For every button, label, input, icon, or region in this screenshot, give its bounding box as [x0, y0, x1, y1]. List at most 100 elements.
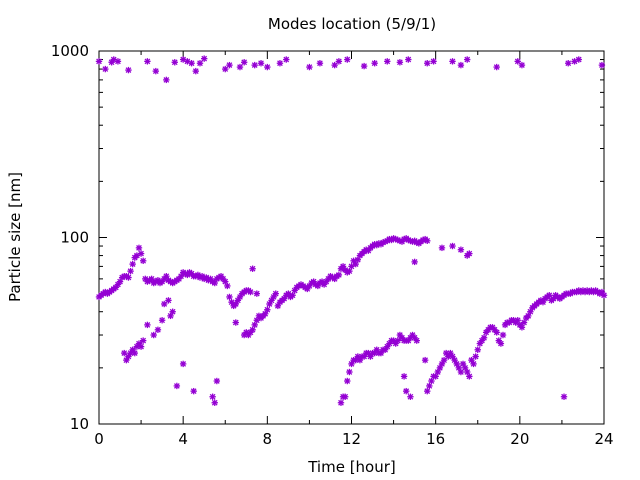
data-point	[102, 65, 109, 73]
data-point	[114, 58, 122, 65]
y-tick-label: 10	[70, 415, 89, 433]
data-point	[335, 271, 343, 279]
data-point	[449, 58, 456, 65]
data-point	[129, 260, 136, 268]
data-point	[209, 393, 216, 400]
data-point	[438, 244, 446, 252]
data-point	[190, 387, 197, 395]
data-point	[316, 60, 324, 67]
data-point	[384, 58, 391, 65]
data-point	[600, 292, 608, 299]
y-axis-label: Particle size [nm]	[6, 172, 24, 302]
data-point	[158, 317, 166, 324]
data-point	[464, 56, 471, 63]
data-point	[337, 399, 345, 406]
data-point	[127, 267, 134, 275]
data-point	[457, 246, 465, 253]
data-point	[407, 393, 414, 400]
data-point	[495, 337, 502, 344]
data-point	[411, 258, 418, 266]
data-point	[493, 329, 500, 336]
data-point	[457, 368, 465, 376]
data-point	[247, 288, 254, 296]
x-axis-ticks: 0 4 8 12 16 20 24	[94, 51, 614, 448]
data-point	[240, 59, 248, 66]
data-point	[335, 58, 343, 65]
data-point	[348, 263, 355, 270]
data-point	[264, 306, 271, 313]
data-point	[426, 382, 433, 390]
data-point	[371, 60, 378, 67]
data-point	[264, 63, 271, 71]
data-point	[449, 242, 456, 250]
data-point	[253, 290, 261, 297]
plot-frame	[98, 50, 605, 425]
data-point	[173, 382, 181, 390]
data-point	[497, 340, 505, 347]
data-point	[285, 290, 292, 297]
data-point	[598, 61, 606, 69]
data-point	[224, 282, 231, 290]
x-axis-label: Time [hour]	[307, 458, 396, 476]
data-point	[310, 278, 317, 285]
data-point	[480, 334, 488, 341]
data-point	[493, 63, 500, 71]
data-point	[165, 297, 172, 304]
data-point	[424, 237, 431, 245]
x-tick-label: 20	[510, 430, 529, 448]
data-point	[236, 63, 244, 71]
data-point	[466, 250, 473, 257]
data-point	[394, 337, 401, 344]
data-point	[575, 56, 582, 63]
data-point	[226, 61, 233, 69]
data-point	[466, 373, 473, 380]
x-tick-label: 4	[178, 430, 188, 448]
data-point	[470, 360, 477, 368]
data-point	[131, 349, 138, 357]
chart-title: Modes location (5/9/1)	[268, 15, 436, 33]
data-point	[344, 56, 351, 63]
data-point	[137, 343, 145, 350]
data-point	[430, 58, 437, 65]
data-point	[249, 265, 256, 272]
data-point	[135, 244, 143, 252]
x-tick-label: 16	[426, 430, 445, 448]
data-points	[95, 55, 608, 406]
data-point	[474, 346, 481, 353]
data-point	[144, 321, 151, 329]
data-point	[129, 346, 136, 353]
data-point	[125, 66, 132, 74]
data-point	[188, 60, 195, 67]
y-tick-label: 100	[60, 229, 89, 247]
data-point	[125, 274, 132, 281]
data-point	[514, 58, 521, 65]
data-point	[121, 349, 128, 357]
data-point	[196, 60, 204, 67]
x-tick-label: 12	[342, 430, 361, 448]
data-point	[144, 58, 151, 65]
data-point	[396, 59, 404, 66]
data-point	[283, 56, 290, 63]
data-point	[257, 60, 265, 67]
data-point	[373, 346, 380, 353]
data-point	[413, 337, 420, 344]
data-point	[360, 62, 368, 70]
data-point	[139, 257, 147, 265]
data-point	[251, 61, 258, 69]
data-point	[403, 387, 410, 395]
x-tick-label: 0	[94, 430, 104, 448]
data-point	[565, 60, 572, 67]
data-point	[344, 377, 351, 385]
data-point	[171, 59, 178, 66]
data-point	[424, 60, 431, 67]
data-point	[405, 56, 412, 63]
data-point	[400, 373, 408, 380]
data-point	[518, 61, 526, 69]
data-point	[472, 353, 479, 360]
data-point	[499, 331, 507, 339]
data-point	[154, 326, 162, 333]
data-point	[213, 377, 221, 385]
y-axis-ticks: 10 100 1000	[51, 42, 604, 433]
data-point	[226, 293, 233, 301]
data-point	[179, 360, 187, 368]
